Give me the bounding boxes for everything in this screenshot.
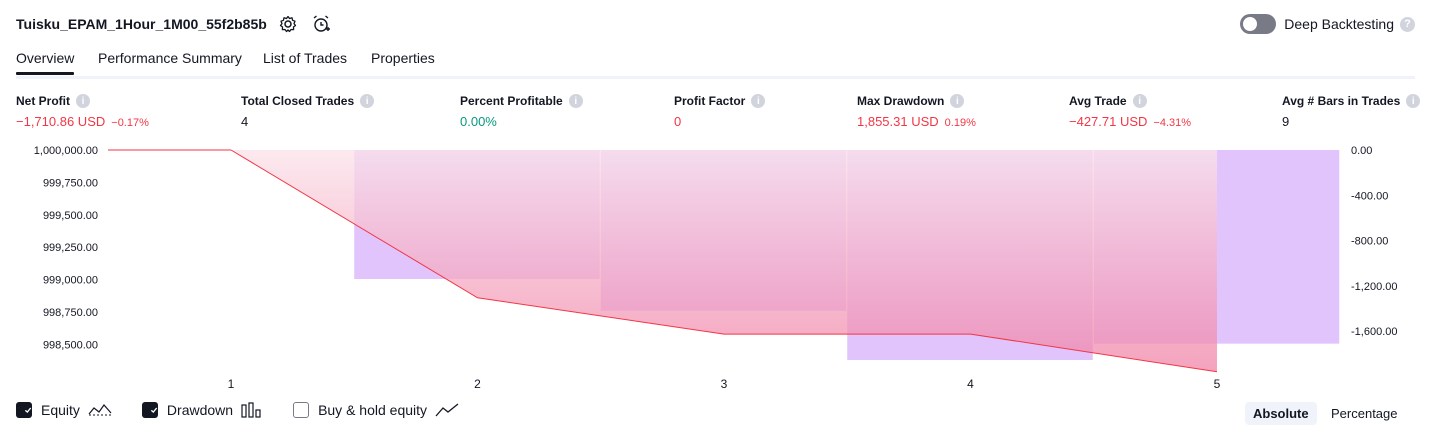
stat-label: Net Profit — [16, 94, 70, 108]
stat-label: Avg Trade — [1069, 94, 1127, 108]
left-axis-tick: 999,750.00 — [43, 177, 98, 189]
stat-value: 4 — [241, 114, 249, 129]
x-axis-tick: 5 — [1214, 377, 1221, 391]
equity-area — [231, 150, 1217, 372]
stat-profit-factor: Profit Factor i 0 — [674, 94, 766, 129]
equity-checkbox[interactable] — [16, 402, 32, 418]
stat-total-closed-trades: Total Closed Trades i 4 — [241, 94, 375, 129]
stat-value: −1,710.86 USD — [16, 114, 106, 129]
info-icon[interactable]: i — [1132, 94, 1147, 108]
equity-line-icon — [88, 404, 112, 416]
stat-value: −427.71 USD — [1069, 114, 1148, 129]
gear-icon[interactable] — [278, 14, 298, 34]
right-axis-tick: -1,600.00 — [1351, 326, 1397, 338]
info-icon[interactable]: i — [751, 94, 766, 108]
stat-percent: −0.17% — [111, 117, 149, 129]
buy-hold-line-icon — [435, 403, 459, 417]
deep-backtesting-toggle[interactable] — [1240, 14, 1277, 34]
x-axis-tick: 2 — [474, 377, 481, 391]
legend-label: Equity — [41, 402, 80, 418]
stat-percent-profitable: Percent Profitable i 0.00% — [460, 94, 583, 129]
left-axis-tick: 998,750.00 — [43, 307, 98, 319]
right-axis-tick: -1,200.00 — [1351, 281, 1397, 293]
buy-hold-checkbox[interactable] — [293, 402, 310, 418]
deep-backtesting-label: Deep Backtesting — [1284, 16, 1394, 32]
legend-drawdown[interactable]: Drawdown — [141, 402, 263, 418]
help-icon[interactable]: ? — [1400, 16, 1415, 32]
tab-performance-summary[interactable]: Performance Summary — [98, 50, 242, 66]
stat-avg-bars-in-trades: Avg # Bars in Trades i 9 — [1282, 94, 1421, 129]
chart-legend: Equity Drawdown Buy & hold equity — [16, 402, 489, 418]
legend-equity[interactable]: Equity — [16, 402, 112, 418]
tab-properties[interactable]: Properties — [371, 50, 435, 66]
left-axis-tick: 999,250.00 — [43, 242, 98, 254]
left-axis-tick: 1,000,000.00 — [34, 145, 98, 157]
strategy-title: Tuisku_EPAM_1Hour_1M00_55f2b85b — [16, 16, 267, 32]
alarm-clock-plus-icon[interactable] — [311, 14, 331, 34]
stat-percent: 0.19% — [944, 117, 976, 129]
left-axis-tick: 998,500.00 — [43, 339, 98, 351]
info-icon[interactable]: i — [76, 94, 90, 108]
info-icon[interactable]: i — [1406, 94, 1421, 108]
deep-backtesting-control: Deep Backtesting ? — [1240, 14, 1415, 34]
stat-value: 0.00% — [460, 114, 497, 129]
percentage-mode-button[interactable]: Percentage — [1331, 406, 1398, 421]
stat-percent: −4.31% — [1153, 117, 1192, 129]
stat-label: Avg # Bars in Trades — [1282, 94, 1401, 108]
x-axis-tick: 1 — [228, 377, 235, 391]
stat-value: 0 — [674, 114, 682, 129]
tab-list-of-trades[interactable]: List of Trades — [263, 50, 348, 66]
stat-value: 1,855.31 USD — [857, 114, 939, 129]
right-axis-tick: -800.00 — [1351, 236, 1388, 248]
right-axis-tick: 0.00 — [1351, 145, 1372, 157]
absolute-mode-button[interactable]: Absolute — [1245, 402, 1317, 425]
stat-label: Percent Profitable — [460, 94, 563, 108]
stat-label: Max Drawdown — [857, 94, 945, 108]
right-axis-tick: -400.00 — [1351, 190, 1388, 202]
info-icon[interactable]: i — [568, 94, 583, 108]
stat-label: Total Closed Trades — [241, 94, 355, 108]
report-header: Tuisku_EPAM_1Hour_1M00_55f2b85b Deep Bac… — [16, 12, 1415, 36]
report-tabs: Overview Performance Summary List of Tra… — [16, 46, 1415, 79]
info-icon[interactable]: i — [950, 94, 965, 108]
tab-overview[interactable]: Overview — [16, 50, 75, 75]
info-icon[interactable]: i — [360, 94, 375, 108]
stat-label: Profit Factor — [674, 94, 746, 108]
legend-label: Drawdown — [166, 402, 234, 418]
stat-value: 9 — [1282, 114, 1290, 129]
x-axis-tick: 3 — [721, 377, 728, 391]
stat-avg-trade: Avg Trade i −427.71 USD −4.31% — [1069, 94, 1191, 129]
legend-buy-hold-equity[interactable]: Buy & hold equity — [293, 402, 459, 418]
drawdown-checkbox[interactable] — [141, 402, 158, 418]
equity-line — [230, 149, 1218, 373]
stat-max-drawdown: Max Drawdown i 1,855.31 USD 0.19% — [857, 94, 976, 129]
drawdown-bars-icon — [241, 402, 261, 418]
legend-label: Buy & hold equity — [318, 402, 428, 418]
equity-drawdown-chart[interactable]: 1,000,000.00 999,750.00 999,500.00 999,250.… — [0, 138, 1431, 400]
stat-net-profit: Net Profit i −1,710.86 USD −0.17% — [16, 94, 149, 129]
x-axis-tick: 4 — [967, 377, 974, 391]
left-axis-tick: 999,000.00 — [43, 275, 98, 287]
left-axis-tick: 999,500.00 — [43, 210, 98, 222]
